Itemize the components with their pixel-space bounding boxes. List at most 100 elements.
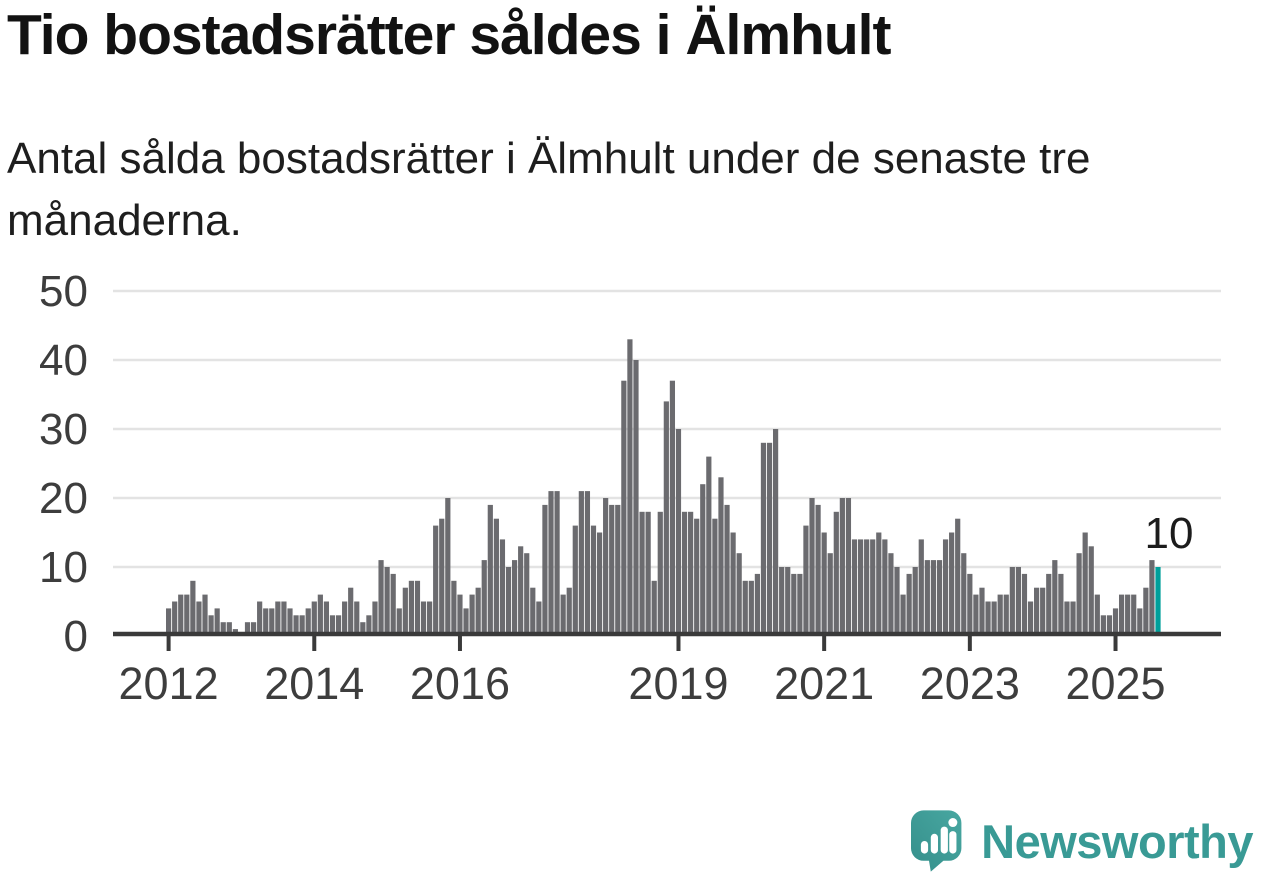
bar xyxy=(870,539,876,636)
bar xyxy=(924,560,930,636)
bar xyxy=(257,601,263,636)
bar xyxy=(803,525,809,636)
bar xyxy=(1046,573,1052,636)
bar xyxy=(378,560,384,636)
newsworthy-logo-text: Newsworthy xyxy=(981,814,1253,868)
bar xyxy=(942,539,949,636)
bar xyxy=(457,594,463,636)
bar xyxy=(366,615,372,636)
bar xyxy=(961,553,967,636)
bar xyxy=(263,608,269,636)
bar xyxy=(669,380,676,636)
bar xyxy=(930,560,937,636)
bar xyxy=(414,580,421,636)
bar xyxy=(900,594,906,636)
bar xyxy=(372,601,378,636)
x-axis-tick-label: 2021 xyxy=(774,658,874,709)
bar-chart: 0 10 20 30 40 50 2012 2014 2016 2019 2021 2023 2025 1… xyxy=(39,267,1221,709)
bar xyxy=(864,539,870,636)
bar xyxy=(342,601,348,636)
bar xyxy=(269,608,275,636)
bar xyxy=(475,587,481,636)
last-value-label: 10 xyxy=(1145,509,1194,558)
bar xyxy=(329,615,336,636)
bar xyxy=(335,615,342,636)
bar xyxy=(402,587,408,636)
bar xyxy=(220,622,226,636)
bar xyxy=(949,532,955,636)
bar xyxy=(888,553,894,636)
bar xyxy=(967,573,973,636)
bar xyxy=(481,560,487,636)
highlight-bar xyxy=(1155,567,1161,636)
bar xyxy=(244,622,251,636)
bar xyxy=(688,511,694,636)
y-axis-tick-label: 40 xyxy=(39,336,88,385)
bar xyxy=(1118,594,1125,636)
bar xyxy=(530,587,536,636)
bar xyxy=(427,601,433,636)
bar xyxy=(1076,553,1082,636)
bar xyxy=(1009,567,1015,636)
bar xyxy=(1015,567,1021,636)
chart-title: Tio bostadsrätter såldes i Älmhult xyxy=(7,3,891,67)
bar xyxy=(505,567,512,636)
bar xyxy=(1131,594,1137,636)
bar xyxy=(973,594,979,636)
bar xyxy=(439,518,445,636)
bar xyxy=(809,498,815,636)
bar xyxy=(1003,594,1009,636)
bar xyxy=(985,601,991,636)
bar xyxy=(208,615,214,636)
bar xyxy=(1149,560,1155,636)
bar xyxy=(876,532,882,636)
x-axis-tick-label: 2016 xyxy=(410,658,510,709)
bar xyxy=(499,539,506,636)
bar xyxy=(1088,546,1094,636)
bar xyxy=(1064,601,1070,636)
bar xyxy=(712,518,718,636)
bar xyxy=(979,587,985,636)
bar xyxy=(317,594,323,636)
bar xyxy=(1125,594,1131,636)
x-axis-tick-label: 2019 xyxy=(628,658,728,709)
bar xyxy=(991,601,997,636)
bar xyxy=(955,518,961,636)
bar xyxy=(766,442,773,636)
bar xyxy=(603,498,609,636)
bar xyxy=(797,573,803,636)
bar xyxy=(214,608,220,636)
bar xyxy=(275,601,281,636)
bar xyxy=(433,525,439,636)
bar xyxy=(1058,573,1064,636)
bar xyxy=(912,567,918,636)
bar xyxy=(894,567,900,636)
bar xyxy=(694,518,700,636)
bar xyxy=(645,511,651,636)
bar xyxy=(815,504,821,636)
y-axis-tick-label: 10 xyxy=(39,543,88,592)
bar xyxy=(396,608,402,636)
bar xyxy=(596,532,603,636)
bar xyxy=(226,622,232,636)
bar xyxy=(1040,587,1046,636)
x-axis-tick-label: 2014 xyxy=(264,658,364,709)
bar xyxy=(681,511,688,636)
bar xyxy=(578,491,584,636)
bar xyxy=(348,587,354,636)
bar xyxy=(584,491,591,636)
bar xyxy=(1034,587,1040,636)
bar xyxy=(469,594,475,636)
bar xyxy=(700,484,706,636)
y-axis-tick-label: 0 xyxy=(64,612,88,661)
bar xyxy=(845,498,852,636)
bar xyxy=(524,553,530,636)
bar xyxy=(250,622,257,636)
bar xyxy=(493,518,499,636)
bar xyxy=(287,608,293,636)
bar xyxy=(1052,560,1058,636)
bar xyxy=(882,539,888,636)
bar xyxy=(293,615,299,636)
bar xyxy=(184,594,190,636)
